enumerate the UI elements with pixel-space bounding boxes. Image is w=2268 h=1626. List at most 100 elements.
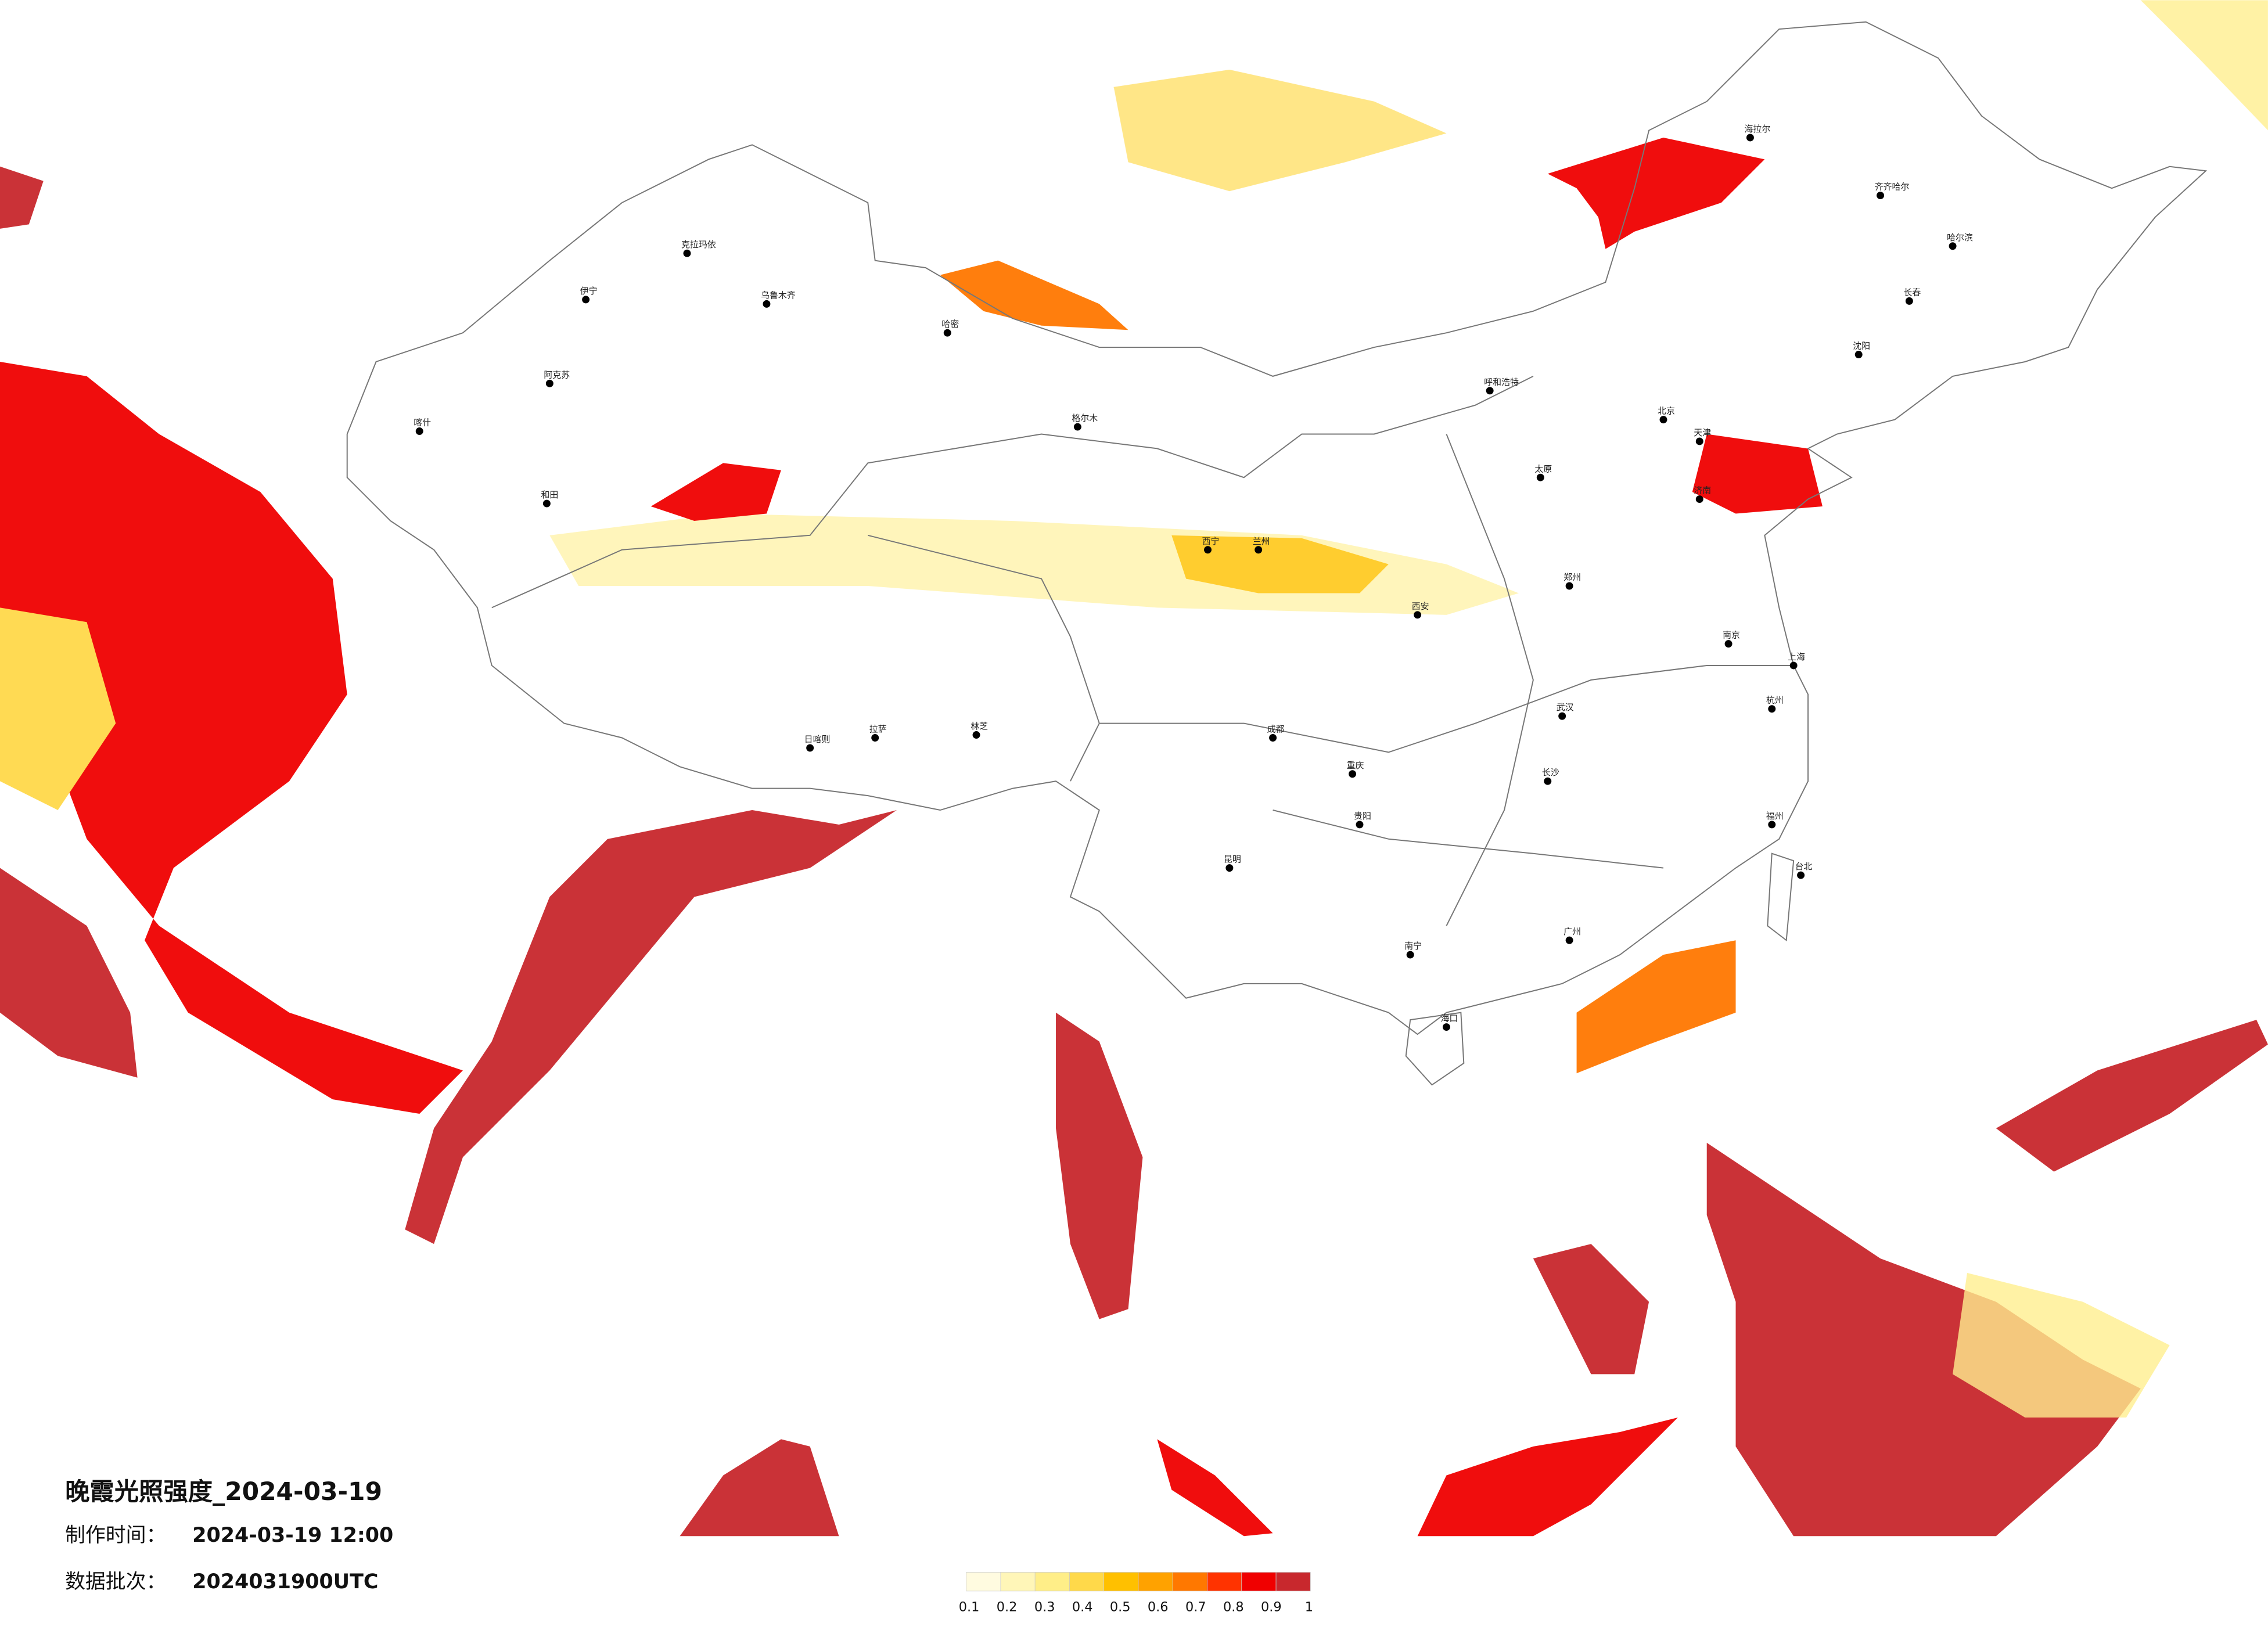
city-label: 济南 xyxy=(1694,485,1711,496)
city-label: 和田 xyxy=(541,490,558,500)
city-dot xyxy=(1877,192,1885,200)
city-label: 重庆 xyxy=(1347,760,1364,771)
city-dot xyxy=(1544,777,1552,785)
province-border xyxy=(868,534,1100,782)
city-dot xyxy=(1789,661,1798,670)
legend-swatch xyxy=(1241,1572,1277,1592)
city-dot xyxy=(1536,473,1544,481)
glow-area xyxy=(650,463,781,521)
city-dot xyxy=(1414,611,1422,619)
glow-area xyxy=(1576,940,1736,1074)
province-border xyxy=(1099,664,1794,753)
city-dot xyxy=(1255,546,1263,554)
city-dot xyxy=(582,296,590,304)
borders xyxy=(346,21,2208,1086)
city-label: 太原 xyxy=(1534,463,1552,474)
city-dot xyxy=(1565,936,1573,944)
batch: 2024031900UTC xyxy=(192,1570,378,1593)
city-label: 喀什 xyxy=(414,418,431,428)
glow-area xyxy=(1706,1142,2141,1537)
glow-area xyxy=(1692,434,1823,514)
legend-tick-label: 0.6 xyxy=(1148,1600,1169,1615)
glow-area xyxy=(680,1439,839,1537)
glow-area xyxy=(1417,1418,1678,1537)
made-label: 制作时间： xyxy=(65,1524,166,1547)
legend-tick-label: 0.5 xyxy=(1110,1600,1131,1615)
city-label: 沈阳 xyxy=(1853,341,1870,351)
city-label: 哈密 xyxy=(941,319,959,329)
city-label: 武汉 xyxy=(1557,702,1574,713)
legend-swatch xyxy=(1275,1572,1311,1592)
city-label: 阿克苏 xyxy=(544,369,570,380)
city-label: 郑州 xyxy=(1563,572,1581,582)
city-dot xyxy=(1695,495,1703,503)
city-label: 南京 xyxy=(1723,630,1740,641)
city-dot xyxy=(806,744,814,752)
city-label: 杭州 xyxy=(1766,695,1784,706)
province-border xyxy=(491,375,1534,609)
city-dot xyxy=(1695,437,1703,445)
legend-swatch xyxy=(1207,1572,1242,1592)
city-dot xyxy=(1768,705,1776,713)
city-label: 台北 xyxy=(1795,861,1813,872)
glow-area xyxy=(1547,137,1765,249)
legend-swatch xyxy=(1138,1572,1173,1592)
city-dot xyxy=(1073,423,1081,431)
city-dot xyxy=(1854,351,1863,359)
country-border xyxy=(346,21,2208,1035)
glow-area xyxy=(1157,1439,1273,1537)
batch-label: 数据批次： xyxy=(65,1570,166,1593)
glow-area xyxy=(1996,1020,2268,1172)
city-label: 格尔木 xyxy=(1072,413,1098,423)
glow-area xyxy=(1056,1012,1143,1319)
legend-tick-label: 0.7 xyxy=(1185,1600,1206,1615)
legend-swatch xyxy=(1034,1572,1070,1592)
city-label: 天津 xyxy=(1694,427,1711,438)
city-label: 昆明 xyxy=(1224,854,1241,865)
intensity-field xyxy=(0,0,2268,1537)
legend-tick-label: 0.8 xyxy=(1223,1600,1244,1615)
city-dot xyxy=(1797,871,1805,879)
legend-tick-label: 1 xyxy=(1305,1600,1313,1615)
glow-area xyxy=(405,810,897,1244)
legend-tick-label: 0.9 xyxy=(1261,1600,1282,1615)
city-dot xyxy=(1225,864,1234,872)
city-label: 北京 xyxy=(1658,406,1675,416)
haze xyxy=(1113,69,1447,192)
glow-area xyxy=(0,868,138,1078)
city-label: 哈尔滨 xyxy=(1947,232,1973,243)
city-label: 西宁 xyxy=(1202,536,1220,546)
glow-area xyxy=(940,260,1128,330)
city-dot xyxy=(683,249,691,257)
legend-tick-label: 0.1 xyxy=(959,1600,980,1615)
city-label: 拉萨 xyxy=(869,724,887,735)
map-title: 晚霞光照强度_2024-03-19 xyxy=(65,1477,382,1506)
glow-area xyxy=(0,166,44,229)
glow-area xyxy=(0,607,116,811)
city-dot xyxy=(1565,582,1573,590)
city-label: 贵阳 xyxy=(1354,811,1371,821)
city-label: 克拉玛依 xyxy=(681,239,716,250)
island-border xyxy=(1405,1012,1465,1086)
glow-area xyxy=(0,361,463,1114)
legend-tick-label: 0.3 xyxy=(1034,1600,1055,1615)
legend-tick-label: 0.2 xyxy=(997,1600,1018,1615)
city-label: 西安 xyxy=(1412,601,1429,611)
city-label: 长春 xyxy=(1903,287,1921,297)
legend-swatch xyxy=(1104,1572,1139,1592)
city-dot xyxy=(1746,134,1754,142)
city-dot xyxy=(1204,546,1212,554)
city-dot xyxy=(972,731,980,739)
haze xyxy=(2140,0,2268,131)
city-label: 乌鲁木齐 xyxy=(761,290,796,300)
made-time: 2024-03-19 12:00 xyxy=(192,1524,393,1547)
city-label: 福州 xyxy=(1766,811,1784,821)
city-dot xyxy=(1659,416,1667,424)
city-label: 海口 xyxy=(1440,1013,1458,1024)
city-label: 广州 xyxy=(1563,926,1581,937)
city-dot xyxy=(1558,712,1566,720)
city-dot xyxy=(1949,242,1957,250)
city-dot xyxy=(1905,297,1913,305)
legend-swatch xyxy=(1172,1572,1207,1592)
